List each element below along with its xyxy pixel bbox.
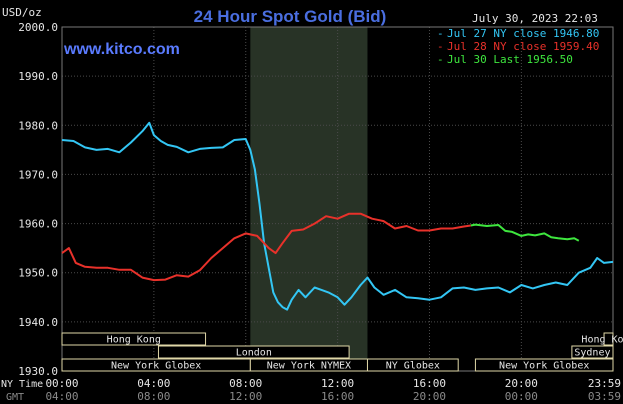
x-tick-label-gmt: 00:00 <box>505 390 538 403</box>
x-tick-label-gmt: 04:00 <box>45 390 78 403</box>
legend-jul30-marker: - <box>437 53 444 66</box>
session-label: Hong Kong <box>107 335 161 346</box>
y-tick-label: 1980.0 <box>18 119 58 132</box>
legend-jul28-marker: - <box>437 40 444 53</box>
y-tick-label: 1960.0 <box>18 218 58 231</box>
y-tick-label: 2000.0 <box>18 21 58 34</box>
session-label: NY Globex <box>386 361 440 372</box>
legend: - Jul 27 NY close 1946.80 - Jul 28 NY cl… <box>437 27 599 66</box>
session-label: Hong Kong <box>581 335 623 346</box>
x-tick-label-ny: 16:00 <box>413 377 446 390</box>
watermark-url: www.kitco.com <box>63 41 180 58</box>
x-tick-label-ny: 08:00 <box>229 377 262 390</box>
y-tick-label: 1930.0 <box>18 365 58 378</box>
y-tick-label: 1940.0 <box>18 316 58 329</box>
legend-jul30: Jul 30 Last 1956.50 <box>447 53 573 66</box>
session-label: New York NYMEX <box>267 361 351 372</box>
x-tick-label-ny: 23:59 <box>588 377 621 390</box>
legend-jul28: Jul 28 NY close 1959.40 <box>447 40 599 53</box>
series-line-0 <box>61 121 614 311</box>
y-tick-label: 1970.0 <box>18 168 58 181</box>
session-box <box>366 358 459 372</box>
x-tick-label-gmt: 12:00 <box>229 390 262 403</box>
x-tick-label-ny: 00:00 <box>45 377 78 390</box>
x-tick-label-ny: 12:00 <box>321 377 354 390</box>
y-tick-label: 1950.0 <box>18 267 58 280</box>
session-box <box>603 332 614 346</box>
chart-title: 24 Hour Spot Gold (Bid) <box>194 7 387 26</box>
session-label: Sydney <box>574 348 610 359</box>
x-tick-label-gmt: 16:00 <box>321 390 354 403</box>
session-label: New York Globex <box>499 361 589 372</box>
x-tick-label-gmt: 20:00 <box>413 390 446 403</box>
series-line-1 <box>61 212 471 282</box>
x-tick-label-ny: 20:00 <box>505 377 538 390</box>
session-label: London <box>236 348 272 359</box>
y-tick-label: 1990.0 <box>18 70 58 83</box>
session-box <box>474 358 614 372</box>
ny-time-row-label: NY Time <box>1 379 43 390</box>
legend-jul27: Jul 27 NY close 1946.80 <box>447 27 599 40</box>
gmt-row-label: GMT <box>6 392 24 403</box>
x-tick-label-gmt: 03:59 <box>588 390 621 403</box>
series-line-2 <box>470 223 580 242</box>
session-box <box>157 345 350 359</box>
session-label: New York Globex <box>111 361 201 372</box>
x-tick-label-ny: 04:00 <box>137 377 170 390</box>
x-tick-label-gmt: 08:00 <box>137 390 170 403</box>
nymex-session-band <box>250 27 368 371</box>
y-axis-unit: USD/oz <box>2 6 42 19</box>
timestamp: July 30, 2023 22:03 <box>472 12 598 25</box>
session-box <box>61 332 207 346</box>
session-box <box>571 345 614 359</box>
legend-jul27-marker: - <box>437 27 444 40</box>
